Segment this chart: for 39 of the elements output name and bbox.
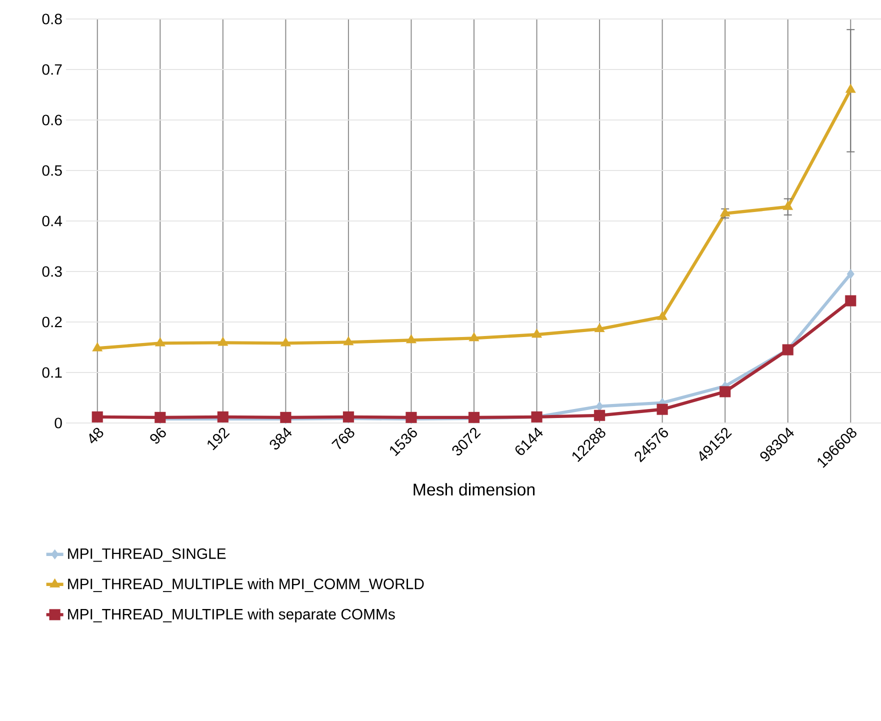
- y-tick-label: 0.8: [42, 14, 62, 24]
- point: [217, 411, 228, 422]
- legend-label: MPI_THREAD_MULTIPLE with separate COMMs: [68, 608, 395, 622]
- y-tick-label: 0.1: [42, 367, 62, 378]
- y-tick-label: 0: [54, 418, 62, 428]
- legend-label: MPI_THREAD_MULTIPLE with MPI_COMM_WORLD: [68, 578, 424, 592]
- point: [782, 200, 794, 210]
- point: [656, 404, 668, 415]
- point: [92, 411, 103, 422]
- y-tick-label: 0.4: [42, 216, 62, 226]
- point: [845, 84, 856, 93]
- y-tick-label: 0.2: [42, 316, 62, 328]
- x-tick-label: 768: [331, 428, 354, 450]
- point: [720, 207, 730, 216]
- point: [154, 337, 166, 346]
- point: [92, 342, 103, 352]
- point: [594, 410, 606, 421]
- x-tick-label: 48: [89, 428, 104, 444]
- point: [720, 386, 731, 398]
- point: [468, 332, 480, 342]
- point: [280, 337, 291, 346]
- y-tick-label: 0.3: [42, 266, 62, 277]
- point: [218, 336, 228, 346]
- y-tick-label: 0.5: [42, 165, 62, 176]
- x-tick-label: 192: [208, 428, 230, 450]
- point: [657, 310, 668, 320]
- y-tick-label: 0.6: [42, 114, 62, 126]
- y-tick-label: 0.7: [42, 64, 62, 75]
- point: [596, 401, 604, 412]
- point: [406, 334, 416, 344]
- point: [343, 336, 354, 346]
- x-tick-label: 384: [270, 428, 292, 450]
- point: [532, 328, 542, 338]
- point: [845, 295, 856, 306]
- point: [594, 323, 605, 332]
- point: [846, 268, 854, 280]
- legend-label: MPI_THREAD_SINGLE: [68, 548, 226, 562]
- x-axis-title: Mesh dimension: [414, 483, 535, 496]
- x-tick-label: 96: [150, 428, 166, 444]
